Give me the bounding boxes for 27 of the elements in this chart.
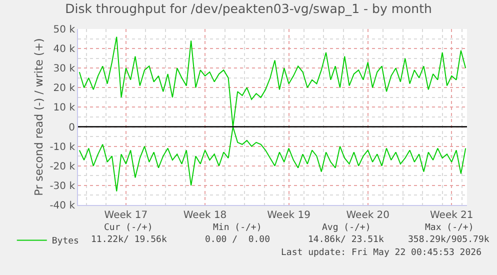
text: 14.86k/ 23.51k bbox=[308, 235, 384, 245]
text: Max (-/+) bbox=[425, 223, 474, 233]
y-tick-label: -20 k bbox=[50, 161, 76, 172]
chart-title: Disk throughput for /dev/peakten03-vg/swap_1 - by month bbox=[65, 0, 432, 16]
y-tick-label: 50 k bbox=[53, 24, 76, 36]
text: 0.00 / 0.00 bbox=[205, 235, 270, 245]
y-tick-label: 40 k bbox=[53, 44, 76, 56]
y-tick-label: -10 k bbox=[50, 142, 76, 153]
text: Cur (-/+) bbox=[104, 223, 153, 233]
x-tick-label: Week 21 bbox=[430, 210, 474, 221]
text: Min (-/+) bbox=[213, 223, 262, 233]
x-tick-label: Week 17 bbox=[104, 210, 148, 221]
y-tick-label: 30 k bbox=[53, 64, 76, 75]
text: 358.29k/905.79k bbox=[408, 235, 490, 245]
y-tick-label: -30 k bbox=[50, 180, 76, 192]
text: 11.22k/ 19.56k bbox=[91, 235, 168, 245]
text: Avg (-/+) bbox=[322, 223, 371, 233]
y-axis-title: Pr second read (-) / write (+) bbox=[32, 38, 46, 196]
y-tick-label: 10 k bbox=[53, 102, 76, 114]
text: Last update: Fri May 22 00:45:53 2026 bbox=[281, 248, 482, 258]
x-tick-label: Week 18 bbox=[183, 210, 227, 221]
y-tick-label: 20 k bbox=[53, 83, 76, 94]
y-tick-label: -40 k bbox=[50, 200, 76, 212]
x-tick-label: Week 20 bbox=[346, 210, 390, 221]
x-tick-label: Week 19 bbox=[267, 210, 310, 221]
legend-label: Bytes bbox=[52, 236, 79, 247]
y-tick-label: 0 bbox=[68, 122, 75, 134]
